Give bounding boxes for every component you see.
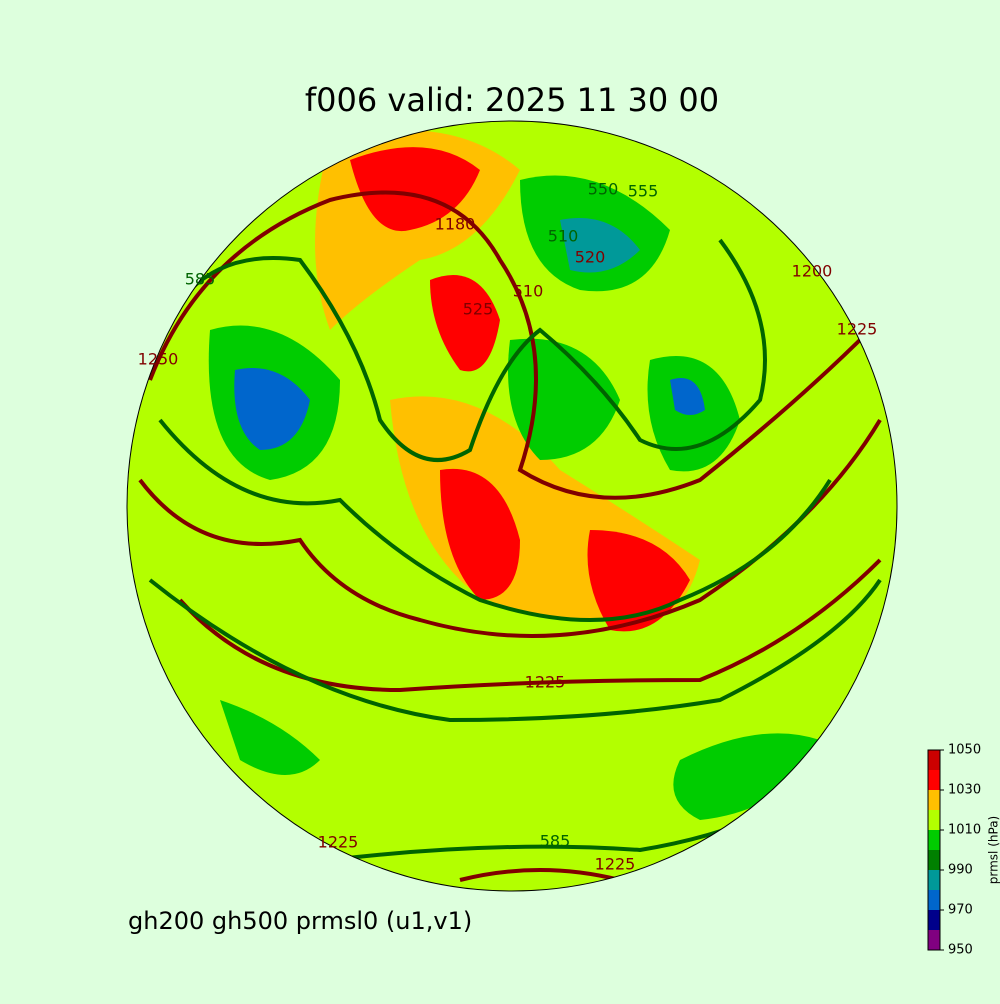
contour-label: 550 xyxy=(588,180,619,199)
contour-label: 1180 xyxy=(435,215,476,234)
colorbar-segment xyxy=(928,750,940,770)
colorbar-segment xyxy=(928,830,940,850)
contour-label: 585 xyxy=(185,270,216,289)
colorbar-segment xyxy=(928,930,940,950)
contour-label: 1225 xyxy=(525,673,566,692)
colorbar-tick-label: 970 xyxy=(948,903,973,918)
colorbar-tick-label: 1050 xyxy=(948,743,981,758)
colorbar-segment xyxy=(928,890,940,910)
colorbar-tick-label: 1030 xyxy=(948,783,981,798)
map-footer: gh200 gh500 prmsl0 (u1,v1) xyxy=(128,907,472,935)
colorbar-segment xyxy=(928,870,940,890)
contour-label: 555 xyxy=(628,182,659,201)
colorbar-tick-label: 950 xyxy=(948,943,973,958)
contour-label: 1225 xyxy=(837,320,878,339)
contour-label: 520 xyxy=(575,248,606,267)
colorbar-segment xyxy=(928,790,940,810)
colorbar-tick-label: 990 xyxy=(948,863,973,878)
colorbar-tick-label: 1010 xyxy=(948,823,981,838)
colorbar-segment xyxy=(928,810,940,830)
colorbar-segment xyxy=(928,770,940,790)
contour-label: 510 xyxy=(548,227,579,246)
contour-label: 525 xyxy=(463,300,494,319)
contour-label: 1225 xyxy=(595,855,636,874)
contour-label: 1250 xyxy=(138,350,179,369)
colorbar-label: prmsl (hPa) xyxy=(987,816,1000,884)
contour-label: 585 xyxy=(540,832,571,851)
colorbar-segment xyxy=(928,850,940,870)
contour-label: 1200 xyxy=(792,262,833,281)
globe xyxy=(127,121,897,891)
contour-label: 1225 xyxy=(318,833,359,852)
map-title: f006 valid: 2025 11 30 00 xyxy=(305,81,719,119)
contour-label: 510 xyxy=(513,282,544,301)
colorbar-segment xyxy=(928,910,940,930)
